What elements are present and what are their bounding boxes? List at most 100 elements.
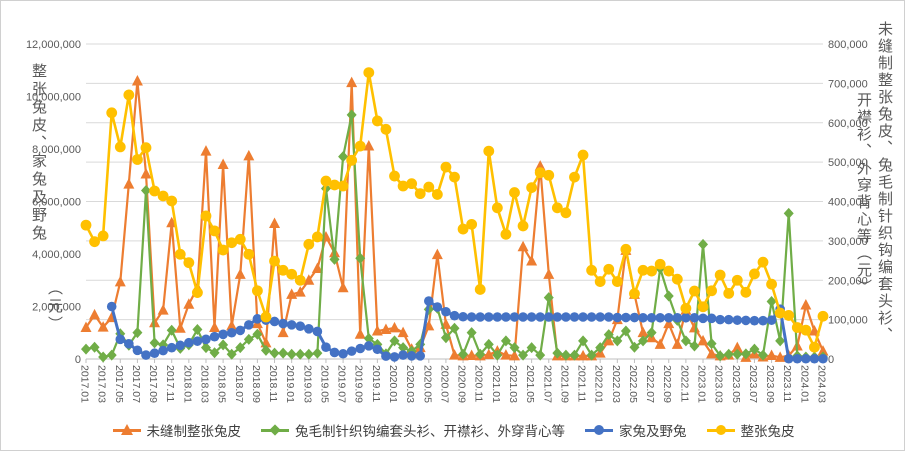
data-point (680, 335, 691, 347)
legend-label: 整张兔皮 (740, 424, 795, 439)
data-point (706, 338, 717, 350)
data-point (714, 269, 726, 281)
data-point (603, 263, 615, 275)
data-point (381, 351, 391, 361)
data-point (286, 268, 298, 280)
data-point (809, 353, 820, 364)
data-point (278, 347, 289, 359)
data-point (517, 220, 529, 232)
data-point (586, 312, 597, 322)
data-point (766, 349, 778, 360)
x-tick-label: 2023.09 (764, 365, 776, 403)
x-tick-label: 2022.05 (627, 365, 639, 403)
data-point (364, 341, 374, 351)
data-point (346, 109, 357, 121)
data-point (621, 312, 631, 323)
data-point (174, 248, 186, 260)
data-point (131, 75, 143, 86)
right-axis-title-col2: 开襟衫、外穿背心等（元） (855, 92, 872, 296)
data-point (800, 324, 812, 336)
data-point (535, 349, 546, 361)
data-point (354, 328, 366, 339)
left-axis-ticks: 0 2,000,000 4,000,000 6,000,000 8,000,000 10,… (26, 39, 81, 366)
data-point (303, 274, 315, 285)
data-point (492, 349, 503, 361)
data-point (543, 312, 554, 322)
data-point (801, 353, 811, 364)
data-point (355, 343, 366, 354)
data-point (508, 349, 520, 361)
data-point (603, 312, 614, 322)
data-point (106, 107, 118, 119)
data-point (483, 145, 495, 157)
data-point (561, 312, 571, 322)
legend-item-domestic-and-wild-rabbits[interactable]: 家兔及野兔 (585, 420, 687, 440)
data-point (758, 315, 768, 326)
data-point (389, 335, 400, 347)
data-point (338, 151, 349, 163)
data-point (166, 324, 177, 336)
data-point (594, 276, 606, 287)
right-tick-label: 700,000 (828, 78, 868, 90)
data-point (243, 248, 255, 260)
data-point (140, 184, 151, 196)
data-point (97, 230, 109, 242)
data-point (166, 342, 177, 353)
data-point (295, 348, 306, 360)
data-point (757, 256, 769, 268)
data-point (654, 258, 666, 270)
data-point (235, 325, 246, 336)
data-point (500, 228, 512, 240)
data-point (809, 341, 820, 353)
data-point (774, 351, 786, 362)
data-point (98, 351, 109, 363)
x-tick-label: 2017.07 (130, 365, 142, 403)
data-point (706, 313, 717, 324)
x-tick-label: 2021.07 (541, 365, 553, 403)
data-point (603, 334, 615, 346)
data-point (200, 145, 212, 156)
data-point (209, 321, 221, 332)
data-point (209, 225, 220, 237)
x-tick-label: 2019.09 (353, 365, 365, 403)
data-point (321, 342, 331, 352)
right-tick-label: 500,000 (828, 157, 868, 169)
data-point (449, 349, 460, 360)
x-tick-label: 2021.09 (558, 365, 570, 403)
x-tick-label: 2019.05 (318, 365, 330, 403)
x-tick-label: 2018.03 (198, 365, 210, 403)
data-point (80, 219, 92, 231)
legend-item-whole-rabbit-skins[interactable]: 整张兔皮 (706, 420, 795, 440)
legend-item-knitted-rabbit-hair-garments[interactable]: 兔毛制针织钩编套头衫、开襟衫、外穿背心等 (261, 420, 565, 440)
left-tick-label: 4,000,000 (32, 249, 81, 261)
data-point (226, 319, 238, 331)
data-point (749, 268, 760, 280)
x-tick-label: 2017.01 (79, 365, 91, 403)
data-point (595, 312, 605, 322)
data-point (603, 329, 614, 341)
data-point (569, 312, 580, 322)
legend-label: 兔毛制针织钩编套头衫、开襟衫、外穿背心等 (295, 424, 565, 439)
data-point (432, 302, 443, 312)
data-point (620, 243, 632, 255)
data-point (380, 323, 392, 334)
data-point (311, 231, 323, 243)
x-tick-label: 2021.03 (507, 365, 519, 403)
data-point (500, 349, 512, 360)
data-point (200, 342, 211, 354)
data-point (372, 344, 383, 355)
right-axis-ticks: 0 100,000 200,000 300,000 400,000 500,000 600,… (828, 39, 868, 366)
data-point (415, 351, 426, 361)
x-tick-label: 2023.01 (696, 365, 708, 403)
data-point (140, 142, 152, 154)
data-point (423, 181, 435, 193)
data-point (260, 344, 271, 356)
legend-item-unsewn-whole-rabbit-skins[interactable]: 未缝制整张兔皮 (112, 420, 241, 440)
data-point (638, 335, 649, 347)
data-point (286, 348, 297, 360)
data-point (586, 264, 598, 276)
data-point (688, 321, 700, 333)
data-point (543, 292, 554, 304)
data-point (123, 178, 135, 189)
x-tick-label: 2018.09 (250, 365, 262, 403)
